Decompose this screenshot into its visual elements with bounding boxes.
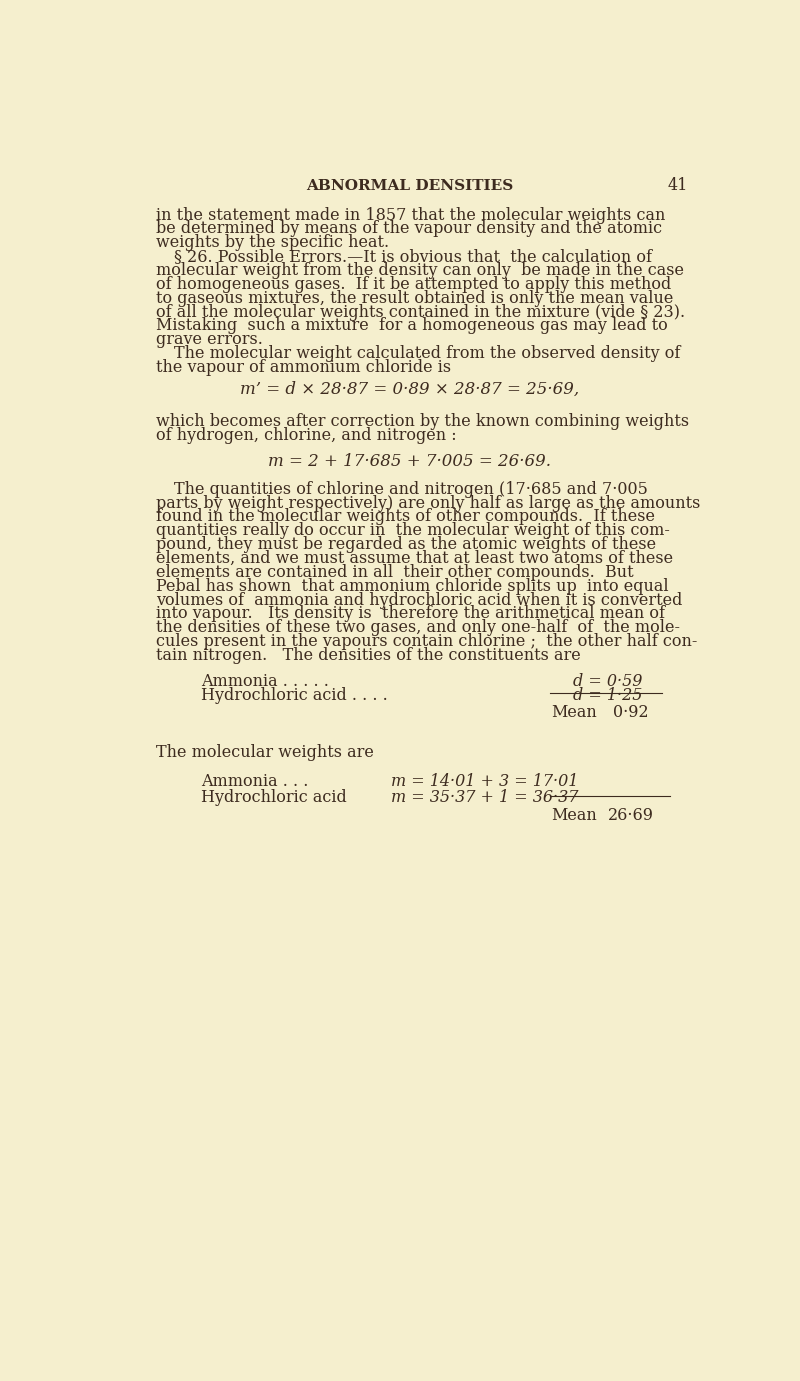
Text: molecular weight from the density can only  be made in the case: molecular weight from the density can on… (156, 262, 684, 279)
Text: m’ = d × 28·87 = 0·89 × 28·87 = 25·69,: m’ = d × 28·87 = 0·89 × 28·87 = 25·69, (241, 381, 579, 398)
Text: d = 1·25: d = 1·25 (573, 686, 642, 704)
Text: grave errors.: grave errors. (156, 331, 262, 348)
Text: into vapour.   Its density is  therefore the arithmetical mean of: into vapour. Its density is therefore th… (156, 605, 665, 623)
Text: which becomes after correction by the known combining weights: which becomes after correction by the kn… (156, 413, 689, 429)
Text: m = 2 + 17·685 + 7·005 = 26·69.: m = 2 + 17·685 + 7·005 = 26·69. (269, 453, 551, 470)
Text: weights by the specific heat.: weights by the specific heat. (156, 235, 389, 251)
Text: The molecular weight calculated from the observed density of: The molecular weight calculated from the… (174, 345, 680, 362)
Text: Ammonia . . . . .: Ammonia . . . . . (201, 673, 329, 690)
Text: Hydrochloric acid . . . .: Hydrochloric acid . . . . (201, 686, 387, 704)
Text: The quantities of chlorine and nitrogen (17·685 and 7·005: The quantities of chlorine and nitrogen … (174, 481, 647, 497)
Text: of hydrogen, chlorine, and nitrogen :: of hydrogen, chlorine, and nitrogen : (156, 427, 457, 443)
Text: in the statement made in 1857 that the molecular weights can: in the statement made in 1857 that the m… (156, 207, 665, 224)
Text: Mean: Mean (551, 704, 597, 721)
Text: 26·69: 26·69 (608, 807, 654, 824)
Text: quantities really do occur in  the molecular weight of this com-: quantities really do occur in the molecu… (156, 522, 670, 539)
Text: elements, and we must assume that at least two atoms of these: elements, and we must assume that at lea… (156, 550, 673, 568)
Text: found in the molecular weights of other compounds.  If these: found in the molecular weights of other … (156, 508, 654, 525)
Text: pound, they must be regarded as the atomic weights of these: pound, they must be regarded as the atom… (156, 536, 656, 552)
Text: volumes of  ammonia and hydrochloric acid when it is converted: volumes of ammonia and hydrochloric acid… (156, 591, 682, 609)
Text: 41: 41 (667, 177, 687, 195)
Text: d = 0·59: d = 0·59 (573, 673, 642, 690)
Text: m = 14·01 + 3 = 17·01: m = 14·01 + 3 = 17·01 (390, 773, 578, 790)
Text: m = 35·37 + 1 = 36·37: m = 35·37 + 1 = 36·37 (390, 789, 578, 805)
Text: the densities of these two gases, and only one-half  of  the mole-: the densities of these two gases, and on… (156, 619, 680, 637)
Text: § 26. Possible Errors.—It is obvious that  the calculation of: § 26. Possible Errors.—It is obvious tha… (174, 249, 652, 265)
Text: of homogeneous gases.  If it be attempted to apply this method: of homogeneous gases. If it be attempted… (156, 276, 671, 293)
Text: Ammonia . . .: Ammonia . . . (201, 773, 308, 790)
Text: to gaseous mixtures, the result obtained is only the mean value: to gaseous mixtures, the result obtained… (156, 290, 673, 307)
Text: The molecular weights are: The molecular weights are (156, 744, 374, 761)
Text: of all the molecular weights contained in the mixture (vide § 23).: of all the molecular weights contained i… (156, 304, 685, 320)
Text: Mistaking  such a mixture  for a homogeneous gas may lead to: Mistaking such a mixture for a homogeneo… (156, 318, 667, 334)
Text: Mean: Mean (551, 807, 597, 824)
Text: Hydrochloric acid: Hydrochloric acid (201, 789, 346, 805)
Text: the vapour of ammonium chloride is: the vapour of ammonium chloride is (156, 359, 451, 376)
Text: parts by weight respectively) are only half as large as the amounts: parts by weight respectively) are only h… (156, 494, 700, 511)
Text: Pebal has shown  that ammonium chloride splits up  into equal: Pebal has shown that ammonium chloride s… (156, 577, 669, 595)
Text: be determined by means of the vapour density and the atomic: be determined by means of the vapour den… (156, 221, 662, 238)
Text: 0·92: 0·92 (613, 704, 649, 721)
Text: tain nitrogen.   The densities of the constituents are: tain nitrogen. The densities of the cons… (156, 646, 581, 664)
Text: elements are contained in all  their other compounds.  But: elements are contained in all their othe… (156, 563, 634, 581)
Text: cules present in the vapours contain chlorine ;  the other half con-: cules present in the vapours contain chl… (156, 632, 697, 650)
Text: ABNORMAL DENSITIES: ABNORMAL DENSITIES (306, 178, 514, 193)
